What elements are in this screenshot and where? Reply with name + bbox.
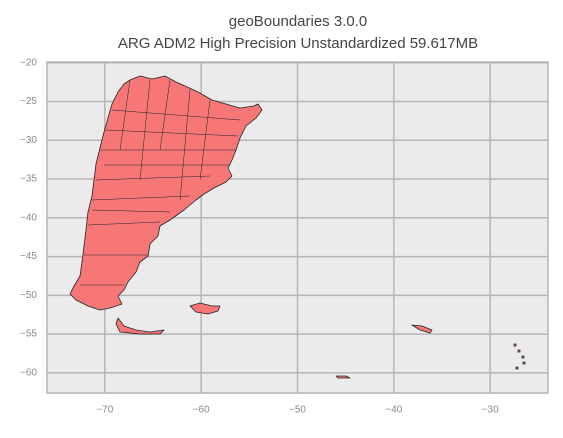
x-tick-label: −60	[193, 405, 210, 416]
x-tick-label: −50	[289, 405, 306, 416]
chart-title: geoBoundaries 3.0.0	[229, 13, 367, 30]
south-orkney	[335, 375, 351, 379]
south-sandwich	[513, 343, 526, 370]
y-tick-label: −35	[20, 174, 37, 185]
chart-subtitle: ARG ADM2 High Precision Unstandardized 5…	[118, 35, 478, 52]
falklands	[189, 302, 221, 315]
y-tick-label: −55	[20, 329, 37, 340]
x-tick-label: −40	[385, 405, 402, 416]
x-tick-label: −30	[482, 405, 499, 416]
south-georgia	[411, 324, 433, 334]
y-tick-label: −25	[20, 96, 37, 107]
y-tick-label: −40	[20, 212, 37, 223]
x-tick-label: −70	[96, 405, 113, 416]
y-tick-label: −60	[20, 367, 37, 378]
boundaries	[80, 79, 241, 286]
y-tick-label: −50	[20, 290, 37, 301]
y-tick-label: −30	[20, 135, 37, 146]
tierra-del-fuego	[115, 317, 165, 335]
map-shapes	[69, 75, 526, 379]
mainland	[69, 75, 263, 311]
y-tick-label: −20	[20, 57, 37, 68]
y-tick-label: −45	[20, 251, 37, 262]
plot-frame	[46, 61, 549, 394]
